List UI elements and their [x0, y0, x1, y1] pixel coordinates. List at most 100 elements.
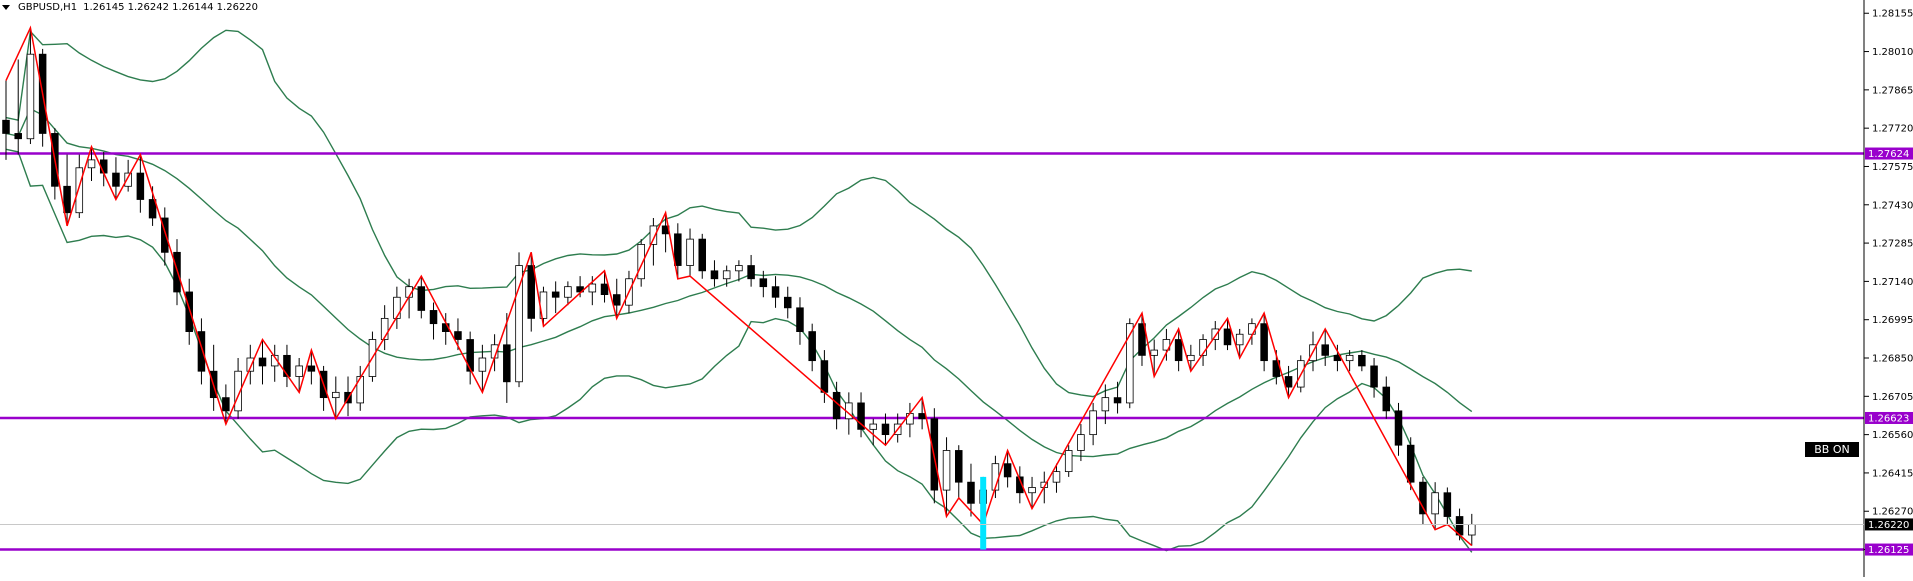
candle-body [600, 283, 609, 296]
candle-body [637, 244, 645, 280]
candle-body [857, 402, 865, 430]
price-axis[interactable]: 1.28155 1.28010 1.27865 1.27720 1.27575 1.274… [0, 9, 1913, 556]
candle [1345, 350, 1354, 372]
candle [136, 154, 145, 213]
candle-body [918, 413, 926, 420]
candle-body [2, 119, 10, 134]
tick-label: 1.26850 [1872, 354, 1913, 365]
candle [1370, 358, 1378, 398]
candle-body [380, 317, 389, 340]
candle-body [197, 331, 206, 372]
candle [1406, 437, 1415, 491]
candle [710, 260, 719, 287]
candle [332, 376, 340, 419]
candle [356, 365, 364, 411]
tick-label: 1.26415 [1872, 468, 1913, 479]
candle-body [1113, 397, 1122, 404]
candle [783, 286, 792, 319]
candle-body [735, 265, 743, 272]
current-price-label: 1.26220 [1868, 520, 1909, 531]
chart-header: GBPUSD,H1 1.26145 1.26242 1.26144 1.2622… [0, 0, 258, 14]
candle-body [1150, 349, 1158, 356]
candle-body [222, 397, 230, 412]
candle [686, 228, 694, 277]
candle-body [674, 233, 682, 266]
candle-body [1406, 444, 1415, 483]
candle [478, 344, 487, 393]
candle-body [1358, 354, 1366, 367]
candle [1101, 384, 1110, 425]
candle [258, 339, 267, 385]
candle [1443, 487, 1452, 525]
candle-body [1138, 323, 1146, 356]
candle-body [527, 265, 535, 319]
ohlc-values: 1.26145 1.26242 1.26144 1.26220 [83, 1, 259, 13]
menu-triangle-icon[interactable] [2, 4, 10, 10]
candle [759, 270, 768, 298]
candle-body [429, 310, 438, 325]
candle-body [796, 307, 804, 332]
candle-body [356, 376, 364, 404]
tick-label: 1.26995 [1872, 315, 1913, 326]
candle [637, 239, 645, 287]
signal-bar [980, 476, 987, 550]
candle-body [1016, 476, 1024, 494]
candle [161, 207, 169, 266]
candle [197, 318, 206, 385]
candle-body [783, 296, 792, 309]
tick-label: 1.27140 [1872, 277, 1913, 288]
candle [1089, 402, 1097, 446]
candle [612, 278, 621, 319]
candle-body [1223, 328, 1232, 346]
band-lower [5, 148, 1473, 553]
candle [185, 278, 193, 345]
signal-markers [980, 476, 987, 550]
zigzag-indicator [5, 25, 1473, 547]
candle-body [26, 53, 35, 140]
candle-body [1468, 524, 1476, 536]
candle-body [967, 481, 975, 504]
candle [1321, 328, 1329, 366]
candle-body [417, 286, 426, 311]
candle [1064, 445, 1073, 477]
candle-body [869, 423, 878, 430]
candle-body [124, 172, 132, 187]
candle-body [1345, 354, 1354, 362]
candle-body [1003, 463, 1012, 478]
symbol-label: GBPUSD,H1 [18, 1, 78, 13]
candle [246, 344, 255, 385]
candle [1052, 463, 1061, 493]
candle-body [881, 423, 890, 436]
candle-body [258, 357, 267, 367]
candle [967, 463, 975, 517]
candle-body [942, 450, 951, 491]
zigzag-line [5, 25, 1473, 547]
candle [649, 217, 658, 266]
candle [1382, 376, 1391, 419]
candles [2, 27, 1476, 546]
candle-body [1235, 333, 1244, 346]
candle [600, 270, 609, 303]
candle [869, 418, 878, 446]
candle-body [808, 331, 816, 362]
candle-body [1101, 397, 1110, 412]
candle-body [515, 265, 523, 383]
candle [1113, 381, 1122, 414]
candle-body [148, 199, 157, 219]
bb-status-badge[interactable]: BB ON [1805, 442, 1859, 457]
candle [564, 281, 572, 306]
candle [1235, 328, 1244, 359]
candle-body [185, 291, 193, 332]
candle-body [1174, 339, 1183, 362]
candle [698, 233, 707, 279]
candle [429, 302, 438, 340]
candle-body [75, 167, 84, 214]
candle [1174, 328, 1183, 372]
candle [26, 27, 35, 145]
candle [87, 146, 96, 182]
candle-body [1052, 471, 1061, 483]
candle [112, 157, 120, 200]
candle [551, 281, 560, 314]
